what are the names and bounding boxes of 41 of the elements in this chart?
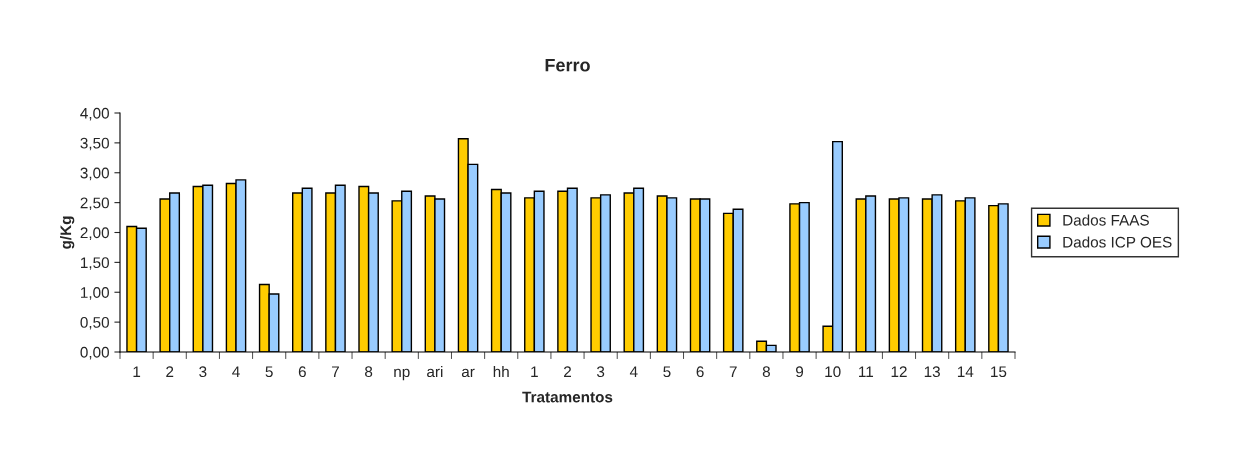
x-tick-label: 13 [924, 366, 940, 378]
x-tick-label: 12 [891, 366, 907, 377]
x-tick-label: 7 [332, 366, 339, 377]
y-tick-label: 3,50 [80, 137, 109, 151]
x-tick-label: 8 [365, 366, 373, 378]
x-tick-label: 15 [991, 366, 1007, 378]
x-tick-label: 14 [957, 366, 974, 377]
x-tick-label: 1 [133, 366, 141, 377]
x-tick-label: 4 [629, 366, 638, 377]
x-tick-label: 2 [564, 366, 571, 377]
y-tick-label: 1,50 [81, 257, 109, 270]
y-tick-label: 3,00 [80, 167, 109, 181]
x-tick-label: hh [493, 365, 509, 377]
x-tick-label: 11 [859, 366, 874, 377]
x-tick-label: 5 [663, 366, 671, 378]
x-tick-label: 5 [265, 366, 273, 378]
legend-label: Dados FAAS [1063, 214, 1149, 226]
legend-label: Dados ICP OES [1063, 236, 1172, 248]
y-tick-label: 1,00 [81, 287, 109, 300]
y-tick-label: 2,50 [80, 197, 109, 211]
x-tick-label: 2 [166, 366, 174, 377]
x-tick-label: 4 [232, 366, 240, 377]
y-tick-label: 0,00 [80, 346, 109, 360]
x-tick-label: 8 [762, 366, 770, 378]
x-tick-label: ari [427, 365, 443, 378]
x-tick-label: 10 [825, 366, 841, 378]
x-tick-label: 6 [696, 366, 704, 378]
chart-title: Ferro [545, 58, 590, 72]
x-tick-label: 7 [729, 366, 737, 377]
y-axis-title: g/Kg [59, 216, 75, 249]
x-axis-title: Tratamentos [522, 391, 613, 403]
y-tick-label: 0,50 [80, 316, 109, 330]
x-tick-label: 9 [796, 366, 804, 378]
x-tick-label: np [394, 368, 410, 381]
y-tick-label: 2,00 [80, 227, 109, 240]
x-tick-label: 6 [298, 366, 306, 378]
x-tick-label: 3 [596, 366, 605, 378]
x-tick-label: ar [461, 368, 475, 378]
y-tick-label: 4,00 [80, 107, 109, 121]
x-tick-label: 1 [531, 366, 538, 377]
x-tick-label: 3 [199, 366, 207, 378]
